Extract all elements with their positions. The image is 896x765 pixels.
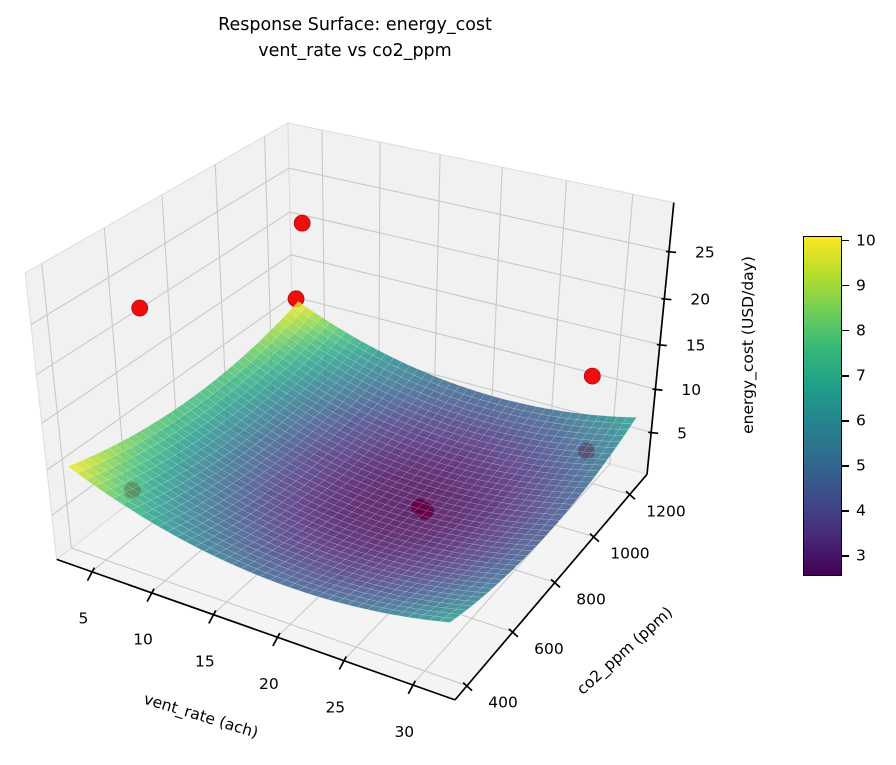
z-tick-label: 25 [695,243,715,261]
wall-grid-z-right [289,211,665,300]
colorbar-tick-label: 4 [856,501,866,520]
y-tick-label: 400 [488,694,518,712]
wall-grid-z-left [30,167,290,326]
x-axis-label: vent_rate (ach) [141,690,260,743]
colorbar-tick [841,329,849,332]
wall-grid-x [433,154,441,416]
title-line-1: Response Surface: energy_cost [218,15,492,35]
z-axis-label: energy_cost (USD/day) [739,256,758,434]
colorbar-tick-label: 6 [856,411,866,430]
x-tick [208,610,217,624]
colorbar-tick-label: 7 [856,366,866,385]
x-tick [272,632,281,647]
y-tick [625,490,636,500]
scatter-point [293,214,311,232]
wall-grid-z-left [36,211,291,376]
wall-grid-z-left [46,295,293,471]
y-tick [508,628,519,638]
y-tick [550,578,561,588]
surface-mesh [67,301,637,623]
scatter-point [583,367,601,385]
z-tick-label: 20 [690,291,710,309]
x-tick [338,656,348,670]
z-axis-line [646,202,675,475]
z-tick-label: 15 [686,337,706,355]
colorbar-tick [841,465,849,467]
x-axis-line [56,558,456,701]
z-tick-label: 5 [677,424,687,442]
colorbar-tick-label: 8 [856,321,866,340]
y-tick-label: 600 [534,640,564,658]
y-tick-label: 1200 [646,502,685,520]
y-tick-label: 800 [576,590,606,608]
chart-title: Response Surface: energy_cost vent_rate … [100,12,610,64]
colorbar-tick-label: 9 [856,276,866,295]
x-tick-label: 10 [133,631,153,649]
z-tick [656,343,667,347]
x-tick-label: 30 [394,723,414,741]
colorbar-tick-label: 3 [856,546,866,565]
colorbar-tick [841,419,849,422]
colorbar-tick [841,555,849,557]
colorbar: 3 4 5 6 7 8 9 10 [803,231,896,576]
colorbar-tick [841,239,849,242]
y-tick-label: 1000 [610,545,649,563]
z-tick [648,431,659,435]
colorbar-tick-label: 10 [856,231,876,250]
wall-grid-z-left [41,254,292,424]
x-tick-label: 20 [259,675,279,693]
x-tick-label: 5 [79,610,89,628]
title-line-2: vent_rate vs co2_ppm [258,41,452,61]
colorbar-tick-label: 5 [856,456,866,475]
y-axis-label: co2_ppm (ppm) [573,603,677,699]
scatter-point [131,299,149,317]
y-tick [462,682,473,692]
wall-grid-z-right [290,254,660,346]
z-tick [661,297,672,301]
wall-grid-x [548,180,567,448]
y-tick [589,532,600,543]
x-tick [86,567,96,582]
x-tick-label: 15 [195,652,215,670]
floor-grid-x [411,463,611,686]
wall-grid-y [41,263,72,549]
colorbar-gradient [803,236,842,576]
x-tick [407,680,417,695]
z-tick [665,250,677,254]
wall-grid-z-right [288,167,670,252]
colorbar-tick [841,510,849,512]
z-tick [652,388,663,391]
floor-grid-y [71,547,468,687]
x-tick [146,588,155,603]
x-tick-label: 25 [325,698,345,716]
z-tick-label: 10 [681,381,701,399]
wall-grid-x [490,167,503,431]
colorbar-tick [841,374,849,377]
y-axis-line [454,473,648,701]
colorbar-tick [841,284,849,287]
